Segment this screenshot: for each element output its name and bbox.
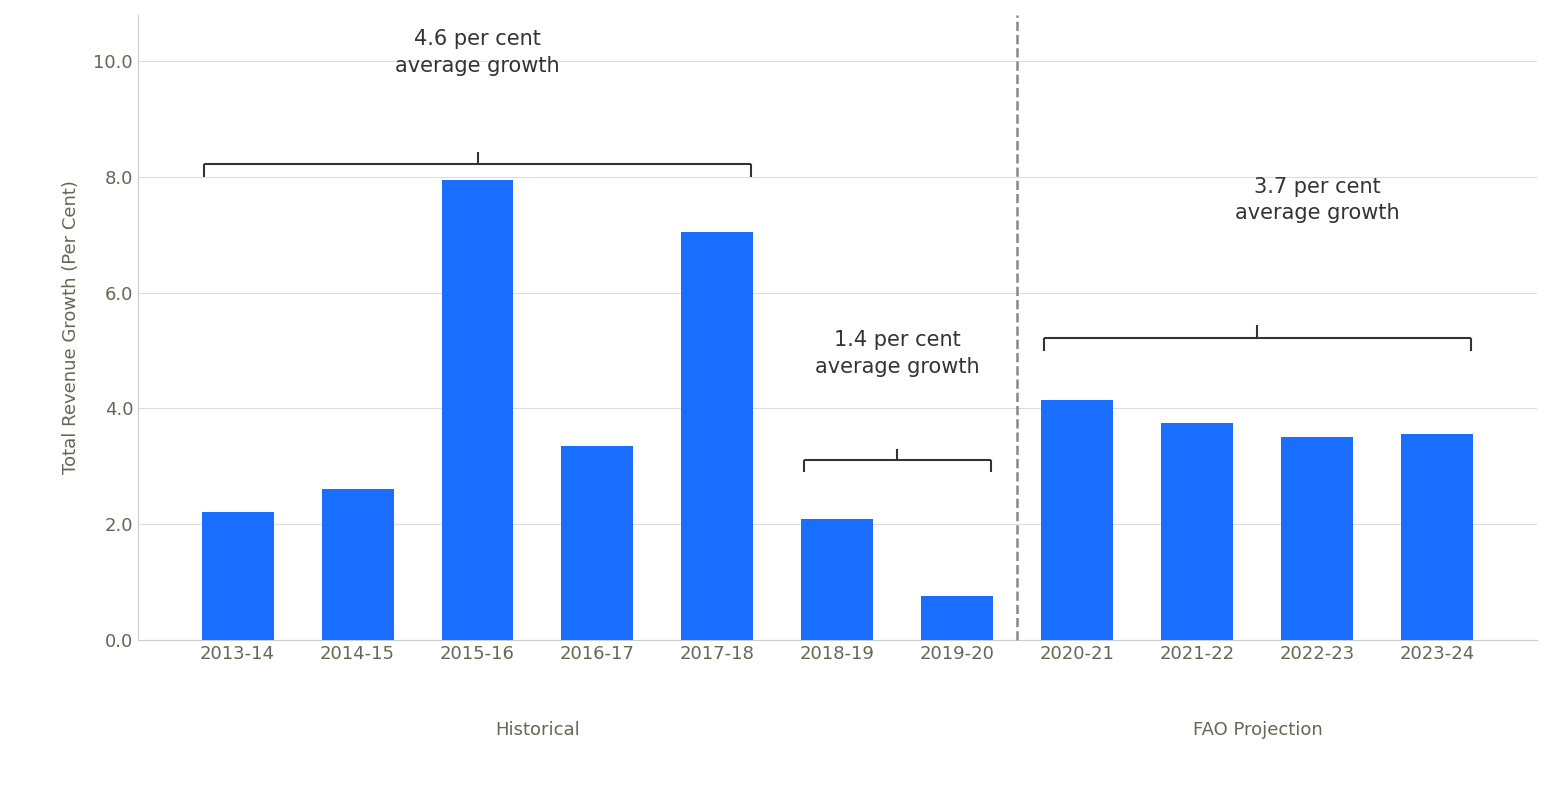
Text: Historical: Historical	[495, 721, 580, 739]
Text: 4.6 per cent
average growth: 4.6 per cent average growth	[396, 30, 560, 76]
Bar	[1282, 437, 1353, 640]
Text: 1.4 per cent
average growth: 1.4 per cent average growth	[815, 330, 979, 376]
Bar	[441, 180, 514, 640]
Bar	[321, 489, 394, 640]
Bar	[922, 597, 993, 640]
Bar	[1401, 434, 1473, 640]
Bar	[801, 519, 874, 640]
Text: FAO Projection: FAO Projection	[1192, 721, 1322, 739]
Bar	[1161, 423, 1234, 640]
Bar	[562, 446, 633, 640]
Text: 3.7 per cent
average growth: 3.7 per cent average growth	[1235, 177, 1400, 223]
Y-axis label: Total Revenue Growth (Per Cent): Total Revenue Growth (Per Cent)	[62, 180, 79, 474]
Bar	[202, 513, 273, 640]
Bar	[1041, 400, 1113, 640]
Bar	[681, 232, 753, 640]
